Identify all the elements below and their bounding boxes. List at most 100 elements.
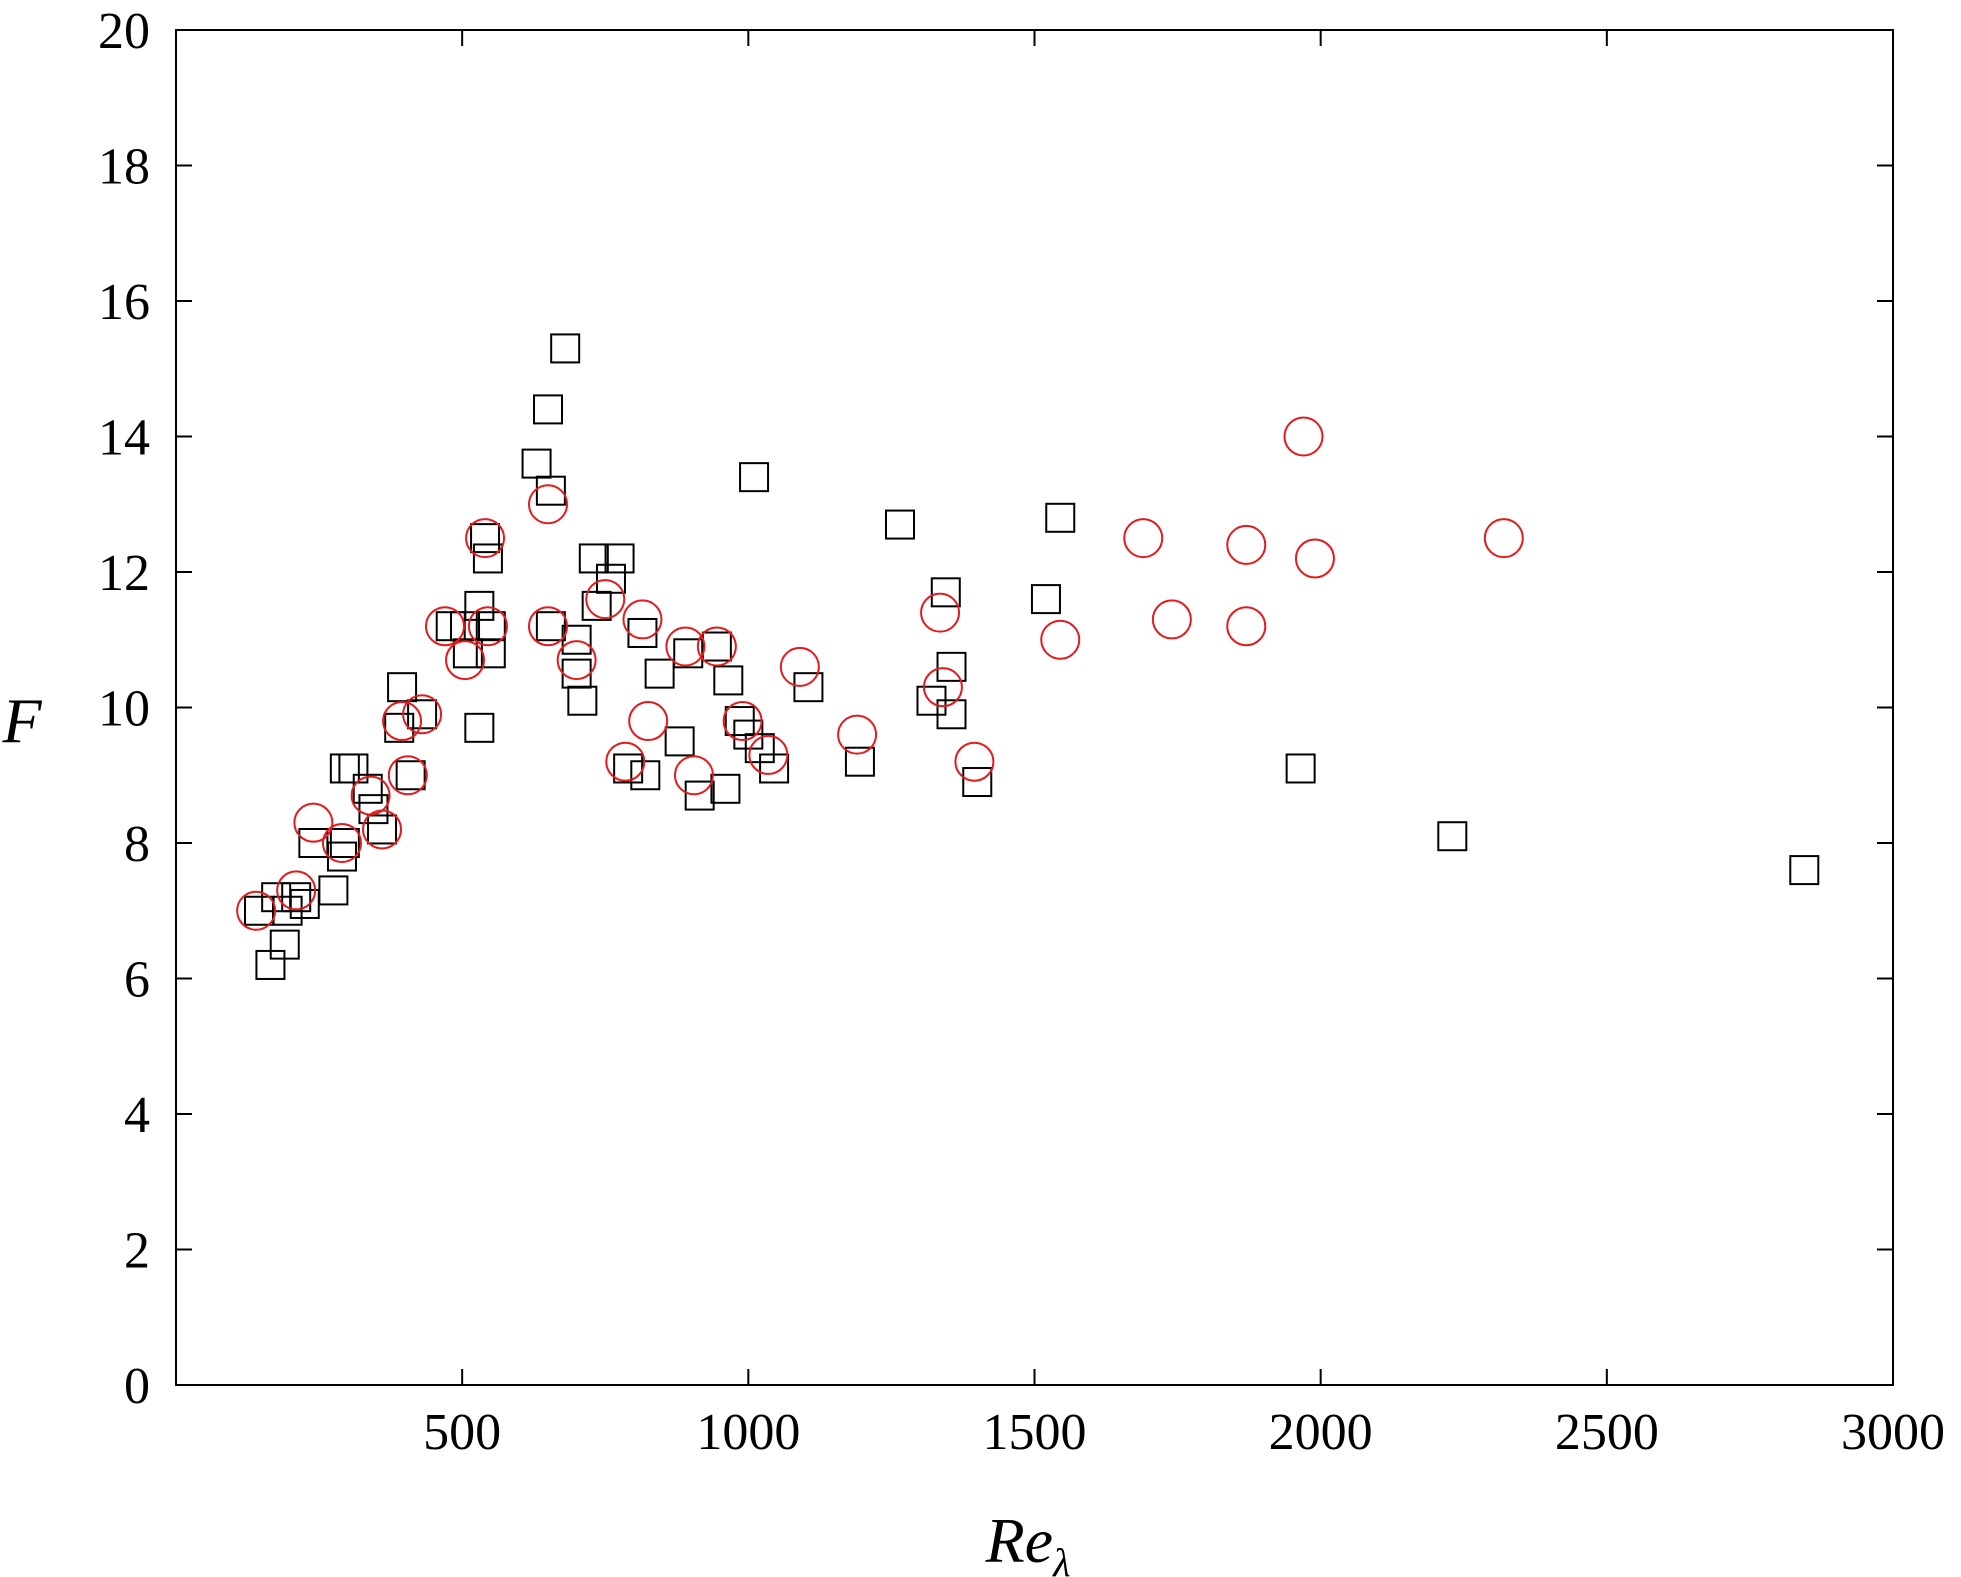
plot-frame [175,29,1894,1386]
square-marker [962,767,993,798]
circle-marker [779,646,820,687]
y-axis-title: F [1,685,42,756]
circle-marker [402,694,443,735]
x-tick-label: 2500 [1555,1404,1659,1461]
square-marker [464,590,495,621]
square-marker [613,753,644,784]
square-marker [533,394,564,425]
circle-marker [236,890,277,931]
square-marker [329,828,360,858]
circle-marker [1283,416,1324,457]
circle-marker [1151,599,1192,640]
x-tick-label: 3000 [1841,1404,1945,1461]
square-marker [567,685,598,716]
square-marker [561,658,592,689]
square-marker [470,523,501,554]
square-marker [759,753,790,784]
circle-marker [665,626,706,667]
circle-marker [556,640,597,681]
x-tick-label: 1500 [983,1404,1087,1461]
y-tick-label: 20 [98,3,150,60]
circle-marker [382,701,423,742]
circle-marker [465,518,506,559]
x-axis-title: Reλ [985,1505,1071,1577]
square-marker [464,712,495,743]
square-marker [281,882,312,913]
square-marker [936,651,967,682]
circle-marker [920,592,961,633]
y-tick-label: 18 [98,139,150,196]
y-tick-label: 12 [98,545,150,602]
circle-marker [445,640,486,681]
circle-marker [1226,606,1267,647]
square-marker [595,563,626,594]
square-marker [710,773,741,804]
circle-marker [1226,524,1267,565]
circle-marker [321,823,362,863]
circle-marker [1040,619,1081,660]
square-marker [739,462,770,493]
circle-marker [387,755,428,796]
circle-marker [528,484,569,525]
x-axis-title-subscript: λ [1052,1540,1070,1577]
circle-marker [276,870,317,911]
circle-marker [1123,518,1164,559]
square-marker [1030,584,1061,615]
x-tick-label: 500 [423,1404,501,1461]
circle-marker [722,701,763,742]
circle-marker [467,606,508,647]
square-marker [578,543,609,574]
y-tick-label: 2 [124,1223,150,1280]
square-marker [1045,502,1076,533]
circle-marker [362,809,403,850]
square-marker [644,658,675,689]
circle-marker [1483,518,1524,559]
y-tick-label: 14 [98,410,150,467]
square-marker [844,746,875,777]
square-marker [930,577,961,608]
circle-marker [585,579,626,620]
data-markers [236,333,1820,980]
square-marker [684,780,715,811]
square-marker [367,814,398,845]
y-tick-label: 10 [98,681,150,738]
tick-labels: 500 1000 1500 2000 2500 3000 0 2 4 6 8 10 12 14 16 18 20 [98,3,1945,1461]
square-marker [627,617,658,648]
circle-marker [424,606,465,647]
square-marker [936,699,967,730]
x-tick-label: 1000 [696,1404,800,1461]
square-marker [713,665,744,696]
circle-marker [622,599,663,640]
circle-marker [528,606,569,647]
square-marker [664,726,695,757]
circle-marker [293,802,334,843]
square-marker [1437,821,1468,852]
y-tick-label: 16 [98,274,150,331]
square-marker [885,509,916,540]
circle-marker [922,667,963,708]
square-marker [269,929,300,960]
square-marker [407,699,438,730]
square-marker [550,333,581,364]
square-marker [604,543,635,574]
square-marker [475,611,506,642]
square-marker [358,794,389,825]
square-marker [535,611,566,642]
square-marker [701,631,732,662]
circle-marker [696,626,737,667]
y-tick-label: 4 [124,1087,150,1144]
circle-marker [628,701,669,742]
circle-marker [837,714,878,755]
circle-marker [748,734,789,775]
square-marker [472,543,503,574]
x-tick-label: 2000 [1269,1404,1373,1461]
square-marker [1789,855,1820,886]
circle-marker [673,755,714,796]
square-marker [318,875,349,906]
x-axis-title-main: Re [985,1505,1054,1576]
square-marker [521,448,552,479]
axis-ticks [176,29,1894,1386]
square-marker [793,672,824,703]
circle-marker [605,741,646,782]
